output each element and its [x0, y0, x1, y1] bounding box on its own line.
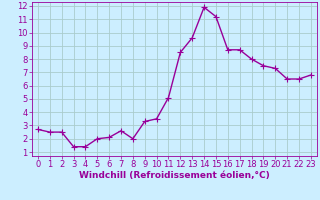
X-axis label: Windchill (Refroidissement éolien,°C): Windchill (Refroidissement éolien,°C) [79, 171, 270, 180]
